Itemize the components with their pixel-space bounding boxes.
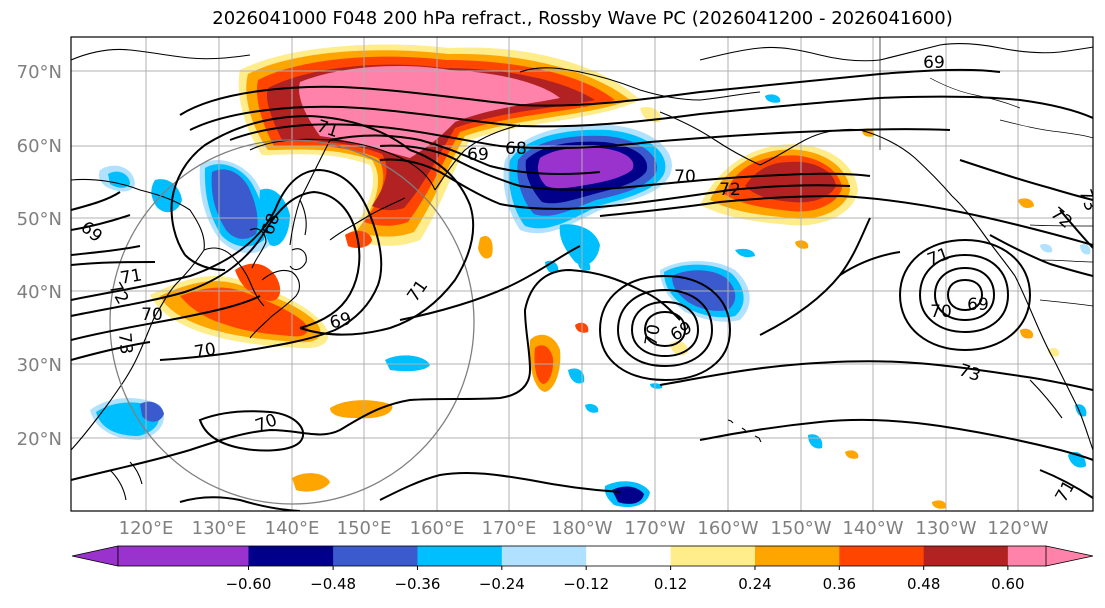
lon-label: 150°E xyxy=(337,518,392,539)
latitude-labels: 70°N 60°N 50°N 40°N 30°N 20°N xyxy=(17,62,62,450)
longitude-labels: 120°E 130°E 140°E 150°E 160°E 170°E 180°… xyxy=(119,518,1049,539)
map-title: 2026041000 F048 200 hPa refract., Rossby… xyxy=(212,8,953,29)
colorbar-min-arrow xyxy=(71,545,119,567)
lon-label: 150°W xyxy=(770,518,831,539)
lon-label: 180°W xyxy=(551,518,612,539)
colorbar-segment xyxy=(586,546,672,566)
contour-label: 70 xyxy=(674,167,696,187)
colorbar-segment xyxy=(501,546,587,566)
colorbar-tick-label: 0.24 xyxy=(738,575,771,593)
colorbar-tick-label: 0.48 xyxy=(907,575,940,593)
colorbar-segment xyxy=(754,546,840,566)
lon-label: 170°W xyxy=(624,518,685,539)
great-circle-ring xyxy=(109,139,475,505)
colorbar-tick-label: 0.36 xyxy=(823,575,856,593)
contour-label: 70 xyxy=(930,302,952,322)
colorbar-tick-label: −0.48 xyxy=(310,575,356,593)
colorbar: −0.60 −0.48 −0.36 −0.24 −0.12 0.12 0.24 0.36 0.4… xyxy=(71,545,1094,593)
contour-label: 73 xyxy=(114,332,136,355)
colorbar-segment xyxy=(1007,546,1047,566)
colorbar-segment xyxy=(118,546,249,566)
contour-label: 69 xyxy=(923,53,945,73)
colorbar-tick-label: −0.60 xyxy=(225,575,271,593)
contour-label: 70 xyxy=(141,305,163,325)
lat-label: 50°N xyxy=(17,209,62,230)
lon-label: 120°W xyxy=(987,518,1048,539)
contour-lines xyxy=(71,68,1093,511)
lon-label: 120°E xyxy=(119,518,174,539)
colorbar-max-arrow xyxy=(1045,545,1094,567)
contour-label: 69 xyxy=(467,145,489,165)
contour-label-group: 69 71 68 70 72 73 69 71 70 69 72 71 70 6… xyxy=(76,53,1093,506)
lat-label: 70°N xyxy=(17,62,62,83)
lat-label: 30°N xyxy=(17,355,62,376)
lon-label: 140°E xyxy=(265,518,320,539)
lon-label: 130°W xyxy=(915,518,976,539)
lat-label: 20°N xyxy=(17,429,62,450)
colorbar-segment xyxy=(417,546,503,566)
colorbar-segment xyxy=(333,546,418,566)
colorbar-tick-label: −0.36 xyxy=(394,575,440,593)
contour-label: 70 xyxy=(641,323,664,348)
colorbar-tick-label: −0.24 xyxy=(479,575,525,593)
lon-label: 140°W xyxy=(842,518,903,539)
coastlines xyxy=(71,37,1093,501)
colorbar-outline xyxy=(117,545,1047,567)
contour-label: 69 xyxy=(967,295,989,315)
lon-label: 160°E xyxy=(410,518,465,539)
contour-label: 68 xyxy=(505,139,527,159)
colorbar-segment xyxy=(670,546,756,566)
contour-label: 72 xyxy=(719,180,741,200)
graticule xyxy=(71,37,1093,511)
colorbar-segment xyxy=(839,546,925,566)
shaded-field-positive xyxy=(150,44,1060,509)
colorbar-segment xyxy=(248,546,334,566)
lat-label: 40°N xyxy=(17,282,62,303)
colorbar-tick-label: 0.60 xyxy=(991,575,1024,593)
map-frame xyxy=(70,36,1094,512)
lon-label: 130°E xyxy=(192,518,247,539)
colorbar-tick-label: 0.12 xyxy=(654,575,687,593)
contour-label: 70 xyxy=(193,339,218,362)
lon-label: 170°E xyxy=(482,518,537,539)
contour-label: 71 xyxy=(119,265,144,288)
lon-label: 160°W xyxy=(697,518,758,539)
colorbar-tick-label: −0.12 xyxy=(563,575,609,593)
lat-label: 60°N xyxy=(17,136,62,157)
colorbar-segment xyxy=(923,546,1009,566)
